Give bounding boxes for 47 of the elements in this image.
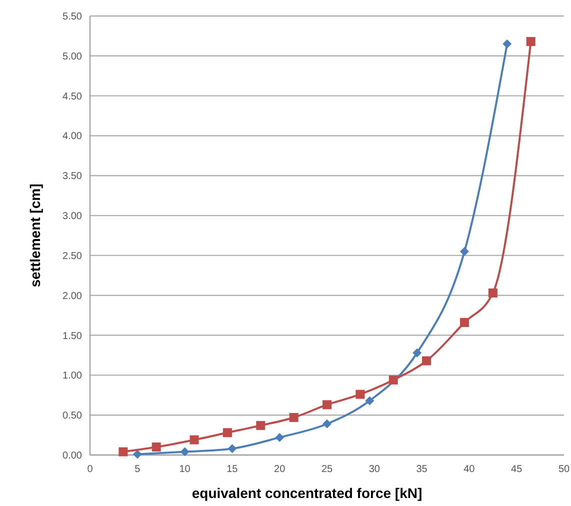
y-tick-label: 3.00 (62, 211, 82, 222)
point (152, 442, 161, 452)
point (132, 450, 142, 459)
point (356, 390, 365, 399)
point (488, 288, 498, 298)
x-tick-label: 15 (226, 464, 238, 475)
y-tick-label: 0.50 (62, 410, 82, 422)
x-tick-label: 0 (87, 464, 94, 475)
x-tick-label: 40 (464, 464, 476, 475)
y-tick-label: 0.00 (62, 450, 82, 462)
x-tick-label: 25 (321, 464, 333, 475)
point (526, 37, 536, 46)
point (502, 39, 512, 48)
x-tick-label: 35 (416, 464, 428, 475)
point (222, 428, 232, 438)
point (460, 318, 469, 327)
point (275, 432, 284, 442)
y-tick-label: 2.00 (62, 290, 82, 302)
point (190, 435, 199, 444)
point (422, 356, 432, 366)
y-tick-label: 4.00 (62, 131, 82, 142)
point (289, 412, 298, 422)
point (460, 246, 469, 256)
x-tick-label: 5 (134, 464, 141, 475)
y-tick-label: 4.50 (62, 91, 82, 102)
y-tick-label: 5.00 (62, 51, 82, 62)
y-tick-label: 1.50 (62, 330, 82, 342)
point (228, 444, 237, 454)
y-tick-label: 2.50 (62, 250, 82, 262)
point (365, 396, 374, 406)
point (256, 420, 266, 430)
y-tick-label: 5.50 (62, 12, 82, 22)
point (388, 375, 398, 384)
x-tick-label: 50 (558, 464, 570, 475)
x-axis-title: equivalent concentrated force [kN] (192, 485, 422, 501)
x-tick-label: 30 (368, 464, 380, 475)
point (118, 447, 128, 456)
y-tick-label: 3.50 (62, 171, 82, 182)
point (180, 447, 190, 456)
x-tick-label: 45 (511, 464, 523, 475)
x-tick-label: 10 (179, 464, 191, 475)
y-tick-label: 1.00 (62, 370, 82, 382)
y-axis-title: settlement [cm] (27, 184, 43, 288)
point (322, 400, 332, 410)
point (412, 348, 422, 358)
point (322, 419, 332, 428)
x-tick-label: 20 (274, 464, 286, 475)
